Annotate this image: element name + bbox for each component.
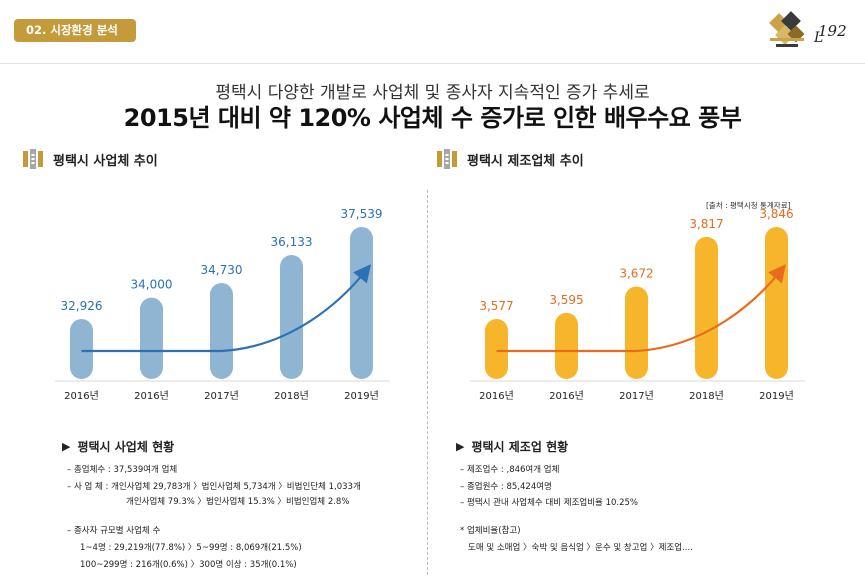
building-icon: [23, 149, 43, 169]
manufacturing-count-chart: 3,577 2016년 3,595 2016년 3,672 2017년 3,817 2018년…: [470, 207, 805, 402]
page-title: 2015년 대비 약 120% 사업체 수 증가로 인한 배우수요 풍부: [123, 104, 742, 132]
right-detail-line: * 업체비율(참고): [460, 526, 521, 536]
chart-category-label: 2016년: [549, 390, 584, 402]
chart-category-label: 2019년: [344, 390, 379, 402]
header-divider: [0, 63, 865, 64]
chart-bar: [70, 319, 93, 379]
left-detail-line: – 총업체수 : 37,539여개 업체: [67, 465, 178, 475]
right-detail-line: 도매 및 소매업 〉숙박 및 음식업 〉운수 및 창고업 〉제조업....: [468, 543, 693, 553]
left-detail-line: – 종사자 규모별 사업체 수: [67, 526, 161, 536]
left-details-heading: ▶ 평택시 사업체 현황: [62, 438, 174, 455]
left-details-heading-text: 평택시 사업체 현황: [77, 440, 175, 454]
chart-category-label: 2018년: [689, 390, 724, 402]
chart-category-label: 2019년: [759, 390, 794, 402]
chart-bar: [555, 312, 578, 379]
building-icon: [437, 149, 457, 169]
chart-value-label: 3,846: [759, 207, 793, 221]
right-detail-line: – 종업원수 : 85,424여명: [460, 482, 552, 492]
chart-bar: [140, 297, 163, 379]
chart-category-label: 2018년: [274, 390, 309, 402]
triangle-bullet-icon: ▶: [456, 440, 465, 453]
chart-value-label: 34,730: [201, 263, 243, 277]
chart-value-label: 36,133: [271, 235, 313, 249]
left-section-heading: 평택시 사업체 추이: [22, 148, 158, 170]
chart-category-label: 2017년: [204, 390, 239, 402]
logo-text: 192: [818, 22, 847, 40]
chart-category-label: 2016년: [479, 390, 514, 402]
chart-bar: [485, 319, 508, 379]
chart-value-label: 3,672: [619, 267, 653, 281]
chart-category-label: 2016년: [134, 390, 169, 402]
chart-value-label: 3,817: [689, 217, 723, 231]
left-detail-line: 100~299명 : 216개(0.6%) 〉300명 이상 : 35개(0.1…: [80, 560, 297, 570]
chart-value-label: 3,577: [479, 299, 513, 313]
center-divider: [427, 190, 428, 575]
trend-arrow: [81, 264, 371, 353]
left-detail-line: 1~4명 : 29,219개(77.8%) 〉5~99명 : 8,069개(21…: [80, 543, 302, 553]
chart-value-label: 34,000: [131, 278, 173, 292]
chart-value-label: 32,926: [61, 299, 103, 313]
left-section-title: 평택시 사업체 추이: [53, 153, 158, 169]
chart-bar: [210, 283, 233, 379]
page-subtitle: 평택시 다양한 개발로 사업체 및 종사자 지속적인 증가 추세로: [215, 83, 650, 103]
chart-category-label: 2017년: [619, 390, 654, 402]
svg-text:L: L: [813, 30, 823, 46]
right-section-title: 평택시 제조업체 추이: [467, 153, 584, 169]
brand-logo-icon: L: [769, 11, 823, 47]
chart-bar: [280, 255, 303, 379]
chart-bar: [350, 227, 373, 379]
right-details-heading: ▶ 평택시 제조업 현황: [456, 438, 568, 455]
chart-bar: [765, 227, 788, 379]
chart-value-label: 37,539: [341, 207, 383, 221]
chart-value-label: 3,595: [549, 293, 583, 307]
right-detail-line: – 제조업수 : ,846여개 업체: [460, 465, 560, 475]
business-count-chart: 32,926 2016년 34,000 2016년 34,730 2017년 36,133 2…: [55, 207, 390, 402]
trend-arrow: [496, 264, 786, 353]
right-section-heading: 평택시 제조업체 추이: [436, 148, 584, 170]
right-detail-line: – 평택시 관내 사업체수 대비 제조업비율 10.25%: [460, 498, 638, 508]
left-detail-line: – 사 업 체 : 개인사업체 29,783개 〉법인사업체 5,734개 〉비…: [67, 482, 361, 492]
chart-bar: [695, 236, 718, 379]
source-note: [출처 : 평택시청 통계자료]: [706, 201, 791, 210]
left-detail-line: 개인사업체 79.3% 〉법인사업체 15.3% 〉비법인업체 2.8%: [126, 497, 350, 507]
section-badge: 02. 시장환경 분석: [14, 19, 136, 42]
chart-bar: [625, 286, 648, 379]
chart-category-label: 2016년: [64, 390, 99, 402]
right-details-heading-text: 평택시 제조업 현황: [471, 440, 569, 454]
triangle-bullet-icon: ▶: [62, 440, 71, 453]
